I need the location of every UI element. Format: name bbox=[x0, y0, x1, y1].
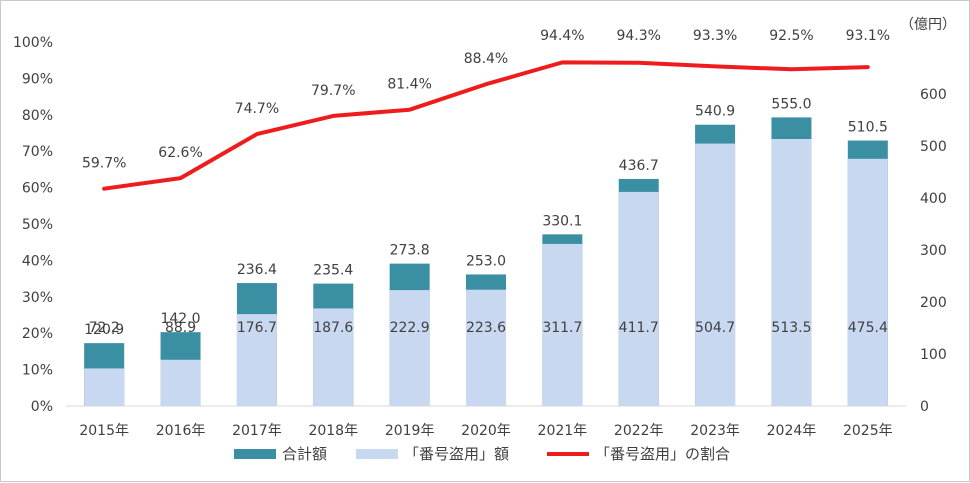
bar-number-theft bbox=[84, 368, 125, 406]
bar-number-theft bbox=[389, 290, 430, 406]
legend: 合計額 「番号盗用」額 「番号盗用」の割合 bbox=[234, 445, 730, 463]
bar-series: 120.972.2 142.088.9 236.4 176.7 235.4 187.6 27… bbox=[84, 96, 888, 407]
x-tick-label: 2024年 bbox=[767, 423, 817, 439]
total-data-label: 253.0 bbox=[466, 253, 506, 269]
x-tick-label: 2019年 bbox=[385, 423, 435, 439]
ratio-line bbox=[102, 60, 870, 191]
ratio-data-label: 62.6% bbox=[158, 145, 202, 161]
total-data-label: 273.8 bbox=[390, 243, 430, 259]
x-tick-label: 2015年 bbox=[79, 423, 129, 439]
right-tick-label: 500 bbox=[920, 139, 947, 155]
theft-data-label: 513.5 bbox=[771, 320, 811, 336]
theft-data-label: 504.7 bbox=[695, 320, 735, 336]
legend-label: 合計額 bbox=[282, 445, 327, 463]
total-data-label: 235.4 bbox=[313, 263, 353, 279]
ratio-data-label: 94.3% bbox=[616, 28, 660, 44]
total-data-label: 142.0 bbox=[160, 311, 200, 327]
left-tick-label: 10% bbox=[22, 363, 53, 379]
bar-number-theft bbox=[466, 289, 506, 406]
total-data-label: 236.4 bbox=[237, 262, 277, 278]
right-tick-label: 0 bbox=[920, 399, 929, 415]
right-tick-label: 200 bbox=[920, 295, 947, 311]
left-tick-label: 100% bbox=[13, 35, 53, 51]
bar-number-theft bbox=[771, 138, 812, 407]
x-tick-label: 2022年 bbox=[614, 423, 664, 439]
x-tick-label: 2016年 bbox=[156, 423, 206, 439]
right-axis-ticks: 0 100 200 300 400 500 600 bbox=[920, 87, 947, 415]
legend-swatch bbox=[234, 449, 276, 459]
ratio-data-label: 93.1% bbox=[846, 28, 890, 44]
theft-data-label: 411.7 bbox=[619, 320, 659, 336]
theft-data-label: 222.9 bbox=[390, 320, 430, 336]
bar-number-theft bbox=[313, 308, 354, 406]
theft-data-label: 72.2 bbox=[89, 320, 120, 336]
left-tick-label: 80% bbox=[22, 108, 53, 124]
theft-data-label: 88.9 bbox=[165, 320, 196, 336]
left-tick-label: 20% bbox=[22, 326, 53, 342]
total-data-label: 555.0 bbox=[771, 96, 811, 112]
bar-number-theft bbox=[236, 314, 277, 406]
legend-label: 「番号盗用」額 bbox=[404, 445, 509, 463]
theft-data-label: 475.4 bbox=[848, 320, 888, 336]
left-axis-ticks: 0% 10% 20% 30% 40% 50% 60% 70% 80% 90% 100% bbox=[13, 35, 53, 415]
bar-number-theft bbox=[847, 158, 888, 406]
theft-data-label: 187.6 bbox=[313, 320, 353, 336]
x-tick-label: 2021年 bbox=[538, 423, 588, 439]
total-data-label: 436.7 bbox=[619, 158, 659, 174]
total-data-label: 540.9 bbox=[695, 104, 735, 120]
left-tick-label: 40% bbox=[22, 253, 53, 269]
theft-data-label: 223.6 bbox=[466, 320, 506, 336]
ratio-data-label: 59.7% bbox=[82, 156, 126, 172]
right-tick-label: 400 bbox=[920, 191, 947, 207]
left-tick-label: 0% bbox=[31, 399, 53, 415]
legend-label: 「番号盗用」の割合 bbox=[595, 445, 730, 463]
right-tick-label: 300 bbox=[920, 243, 947, 259]
ratio-data-label: 88.4% bbox=[464, 51, 508, 67]
left-tick-label: 60% bbox=[22, 181, 53, 197]
right-tick-label: 600 bbox=[920, 87, 947, 103]
ratio-data-label: 92.5% bbox=[769, 28, 813, 44]
bar-number-theft bbox=[695, 143, 736, 406]
left-tick-label: 70% bbox=[22, 144, 53, 160]
theft-data-label: 311.7 bbox=[542, 320, 582, 336]
left-tick-label: 90% bbox=[22, 71, 53, 87]
total-data-label: 510.5 bbox=[848, 120, 888, 136]
bar-number-theft bbox=[542, 243, 583, 406]
x-tick-label: 2025年 bbox=[843, 423, 893, 439]
ratio-data-label: 79.7% bbox=[311, 83, 355, 99]
ratio-data-label: 74.7% bbox=[235, 101, 279, 117]
x-tick-label: 2017年 bbox=[232, 423, 282, 439]
right-axis-unit: （億円） bbox=[900, 17, 956, 33]
x-tick-label: 2020年 bbox=[461, 423, 511, 439]
bar-number-theft bbox=[618, 191, 659, 406]
x-tick-label: 2023年 bbox=[690, 423, 740, 439]
left-tick-label: 30% bbox=[22, 290, 53, 306]
x-axis-ticks: 2015年 2016年 2017年 2018年 2019年 2020年 2021年 2022年… bbox=[79, 423, 892, 439]
ratio-data-label: 81.4% bbox=[387, 77, 431, 93]
right-tick-label: 100 bbox=[920, 347, 947, 363]
legend-swatch bbox=[356, 449, 398, 459]
total-data-label: 120.9 bbox=[84, 322, 124, 338]
x-tick-label: 2018年 bbox=[308, 423, 358, 439]
line-series: 59.7% 62.6% 74.7% 79.7% 81.4% 88.4% 94.4% 94.3%… bbox=[82, 28, 890, 191]
left-tick-label: 50% bbox=[22, 217, 53, 233]
theft-data-label: 176.7 bbox=[237, 320, 277, 336]
ratio-data-label: 94.4% bbox=[540, 28, 584, 44]
bar-number-theft bbox=[160, 359, 201, 406]
ratio-data-label: 93.3% bbox=[693, 28, 737, 44]
total-data-label: 330.1 bbox=[542, 213, 582, 229]
